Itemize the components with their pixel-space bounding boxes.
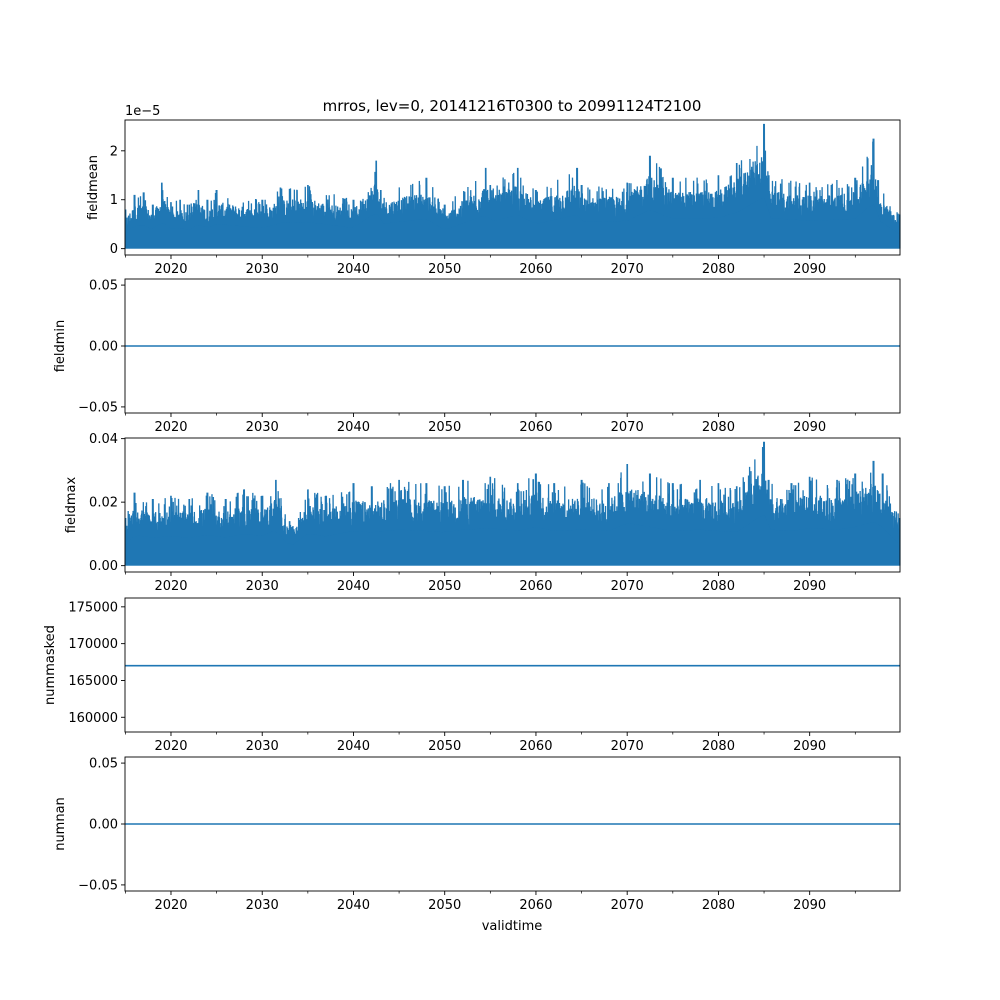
x-tick-label: 2080 xyxy=(702,420,735,435)
y-tick-label: 170000 xyxy=(68,637,118,652)
y-tick-label: 0.05 xyxy=(89,757,118,772)
y-tick-label: 0.00 xyxy=(89,559,118,574)
x-tick-label: 2070 xyxy=(611,420,644,435)
x-tick-label: 2080 xyxy=(702,898,735,913)
x-tick-label: 2040 xyxy=(337,898,370,913)
x-tick-label: 2030 xyxy=(246,739,279,754)
subplot-numnan: 2020 2030 2040 2050 2060 2070 2080 2090 −0.05 0.0… xyxy=(53,756,901,913)
y-axis-label-fieldmean: fieldmean xyxy=(86,155,101,220)
subplot-fieldmax: 2020 2030 2040 2050 2060 2070 2080 2090 0.00 0.02… xyxy=(64,432,901,594)
y-offset-text: 1e−5 xyxy=(125,104,160,119)
x-tick-label: 2050 xyxy=(428,739,461,754)
axes-frame-fieldmean xyxy=(124,119,901,256)
x-tick-label: 2080 xyxy=(702,739,735,754)
y-tick-label: 175000 xyxy=(68,600,118,615)
y-axis-label-nummasked: nummasked xyxy=(43,625,58,705)
x-tick-label: 2040 xyxy=(337,579,370,594)
x-tick-label: 2040 xyxy=(337,739,370,754)
x-tick-label: 2060 xyxy=(519,262,552,277)
subplot-nummasked: 2020 2030 2040 2050 2060 2070 2080 2090 160000 16… xyxy=(43,597,901,754)
y-tick-label: 0.02 xyxy=(89,496,118,511)
y-axis-label-fieldmin: fieldmin xyxy=(53,320,68,373)
x-tick-label: 2040 xyxy=(337,420,370,435)
x-tick-label: 2090 xyxy=(793,579,826,594)
y-axis-label-fieldmax: fieldmax xyxy=(64,477,79,534)
x-tick-label: 2080 xyxy=(702,579,735,594)
chart-title: mrros, lev=0, 20141216T0300 to 20991124T… xyxy=(323,97,702,115)
subplot-panels: 2020 2030 2040 2050 2060 2070 2080 2090 0 1 2 field… xyxy=(43,104,901,913)
y-tick-label: −0.05 xyxy=(78,400,118,415)
x-tick-label: 2020 xyxy=(154,898,187,913)
y-tick-label: 0.04 xyxy=(89,432,118,447)
x-tick-label: 2070 xyxy=(611,579,644,594)
subplot-fieldmean: 2020 2030 2040 2050 2060 2070 2080 2090 0 1 2 field… xyxy=(86,104,901,277)
x-tick-label: 2030 xyxy=(246,579,279,594)
x-tick-label: 2050 xyxy=(428,262,461,277)
y-tick-label: 0.00 xyxy=(89,818,118,833)
x-tick-label: 2070 xyxy=(611,898,644,913)
x-tick-label: 2020 xyxy=(154,420,187,435)
x-tick-label: 2030 xyxy=(246,898,279,913)
y-tick-label: 0.00 xyxy=(89,340,118,355)
x-tick-label: 2070 xyxy=(611,262,644,277)
y-tick-label: 0 xyxy=(110,242,118,257)
x-tick-label: 2060 xyxy=(519,579,552,594)
y-tick-label: 1 xyxy=(110,193,118,208)
x-tick-label: 2040 xyxy=(337,262,370,277)
x-tick-label: 2030 xyxy=(246,420,279,435)
series-area-fieldmax xyxy=(125,514,900,566)
x-tick-label: 2090 xyxy=(793,420,826,435)
y-tick-label: 2 xyxy=(110,144,118,159)
x-tick-label: 2050 xyxy=(428,420,461,435)
axes-frame-nummasked xyxy=(124,597,901,733)
y-tick-label: 160000 xyxy=(68,711,118,726)
axes-frame-fieldmax xyxy=(124,437,901,573)
x-tick-label: 2090 xyxy=(793,262,826,277)
x-tick-label: 2030 xyxy=(246,262,279,277)
y-tick-label: 0.05 xyxy=(89,279,118,294)
x-tick-label: 2070 xyxy=(611,739,644,754)
x-tick-label: 2020 xyxy=(154,739,187,754)
x-tick-label: 2090 xyxy=(793,739,826,754)
x-tick-label: 2050 xyxy=(428,898,461,913)
x-tick-label: 2090 xyxy=(793,898,826,913)
x-tick-label: 2060 xyxy=(519,739,552,754)
y-tick-label: 165000 xyxy=(68,674,118,689)
x-tick-label: 2020 xyxy=(154,579,187,594)
x-tick-label: 2050 xyxy=(428,579,461,594)
y-tick-label: −0.05 xyxy=(78,878,118,893)
series-area-fieldmean xyxy=(125,197,900,249)
y-axis-label-numnan: numnan xyxy=(53,797,68,851)
x-tick-label: 2080 xyxy=(702,262,735,277)
x-tick-label: 2020 xyxy=(154,262,187,277)
x-tick-label: 2060 xyxy=(519,420,552,435)
subplot-fieldmin: 2020 2030 2040 2050 2060 2070 2080 2090 −0.05 0.0… xyxy=(53,278,901,435)
x-axis-label: validtime xyxy=(482,919,543,934)
x-tick-label: 2060 xyxy=(519,898,552,913)
